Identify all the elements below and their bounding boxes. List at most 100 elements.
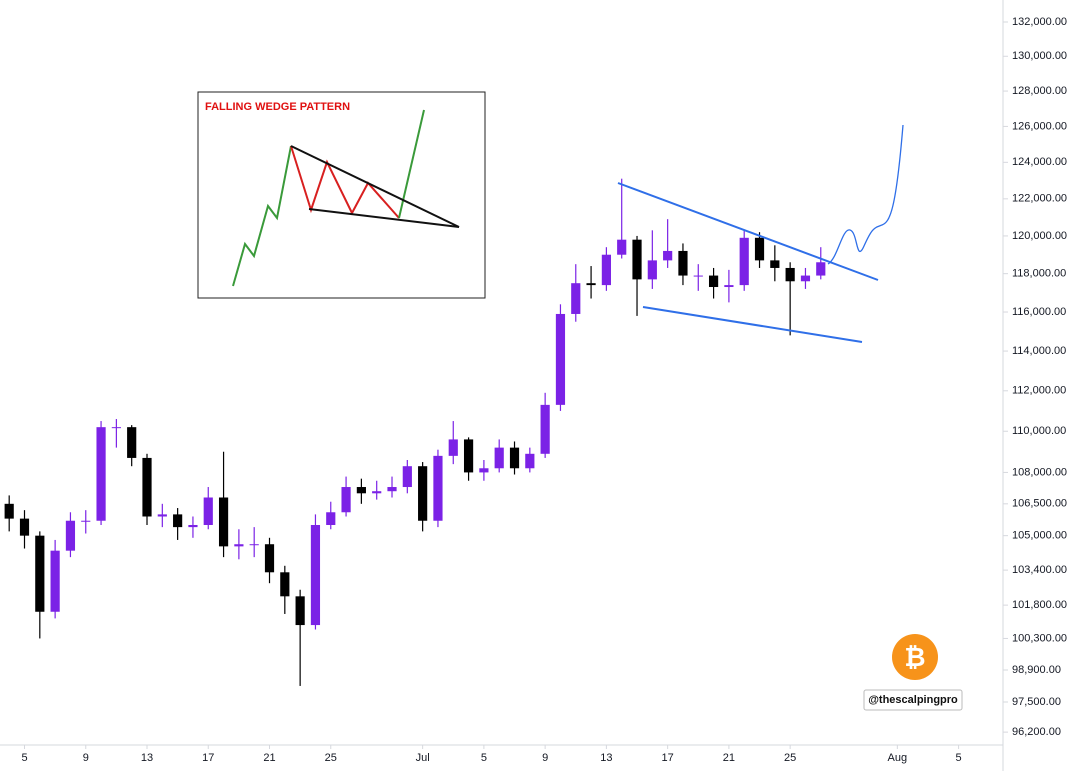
candle-body [724, 285, 734, 288]
candles [4, 178, 826, 686]
candle-body [127, 427, 137, 458]
candle-body [586, 283, 596, 286]
x-tick-label: 17 [202, 752, 214, 764]
y-tick-label: 130,000.00 [1012, 50, 1067, 62]
x-tick-label: 5 [956, 752, 962, 764]
candle-body [433, 455, 443, 521]
y-tick-label: 101,800.00 [1012, 599, 1067, 611]
candle-body [50, 550, 60, 612]
candle-body [509, 447, 520, 469]
x-tick-label: 5 [21, 752, 27, 764]
candle-body [647, 260, 657, 280]
candle-body [555, 313, 566, 405]
bitcoin-badge [892, 634, 938, 680]
watermark-box [863, 689, 963, 711]
x-tick-label: 25 [325, 752, 337, 764]
candle-body [479, 468, 489, 473]
y-tick-label: 120,000.00 [1012, 230, 1067, 242]
inset-box [197, 91, 486, 299]
candle-body [448, 439, 458, 456]
x-tick-label: 21 [263, 752, 275, 764]
inset-uptrend [232, 145, 292, 287]
candle-body [96, 427, 106, 521]
inset-wedge-zigzag [290, 145, 400, 219]
candle-body [81, 520, 91, 522]
candle-body [173, 514, 183, 528]
candle-body [632, 239, 642, 280]
candle-body [326, 512, 336, 525]
y-tick-label: 124,000.00 [1012, 156, 1067, 168]
x-tick-label: 21 [723, 752, 735, 764]
y-tick-label: 132,000.00 [1012, 16, 1067, 28]
candle-body [785, 267, 795, 282]
x-tick-label: Aug [888, 752, 908, 764]
x-tick-label: 13 [600, 752, 612, 764]
candle-body [4, 503, 14, 519]
candle-body [218, 497, 229, 547]
y-tick-label: 98,900.00 [1012, 664, 1061, 676]
candle-body [418, 466, 428, 521]
candle-body [663, 250, 673, 261]
x-tick-label: 25 [784, 752, 796, 764]
candle-body [264, 544, 275, 573]
candle-body [678, 250, 688, 276]
wedge-overlay [617, 124, 904, 343]
candle-body [19, 518, 30, 536]
y-tick-label: 118,000.00 [1012, 268, 1066, 280]
candle-body [35, 535, 45, 612]
x-tick-label: 9 [542, 752, 548, 764]
candle-body [540, 404, 550, 454]
candle-body [494, 447, 504, 469]
wedge-upper-line [617, 182, 879, 281]
candle-body [387, 487, 397, 492]
candle-body [463, 439, 474, 473]
candle-body [402, 466, 412, 488]
y-tick-label: 126,000.00 [1012, 120, 1067, 132]
y-tick-label: 112,000.00 [1012, 385, 1066, 397]
candle-body [739, 237, 749, 286]
candle-body [203, 497, 213, 525]
candle-body [601, 254, 611, 286]
candle-body [310, 524, 321, 626]
candle-body [754, 237, 765, 261]
projection-path [827, 124, 904, 265]
candle-body [111, 427, 121, 429]
y-tick-label: 116,000.00 [1012, 306, 1066, 318]
x-tick-label: 17 [662, 752, 674, 764]
y-tick-label: 110,000.00 [1012, 425, 1066, 437]
candle-body [142, 457, 152, 517]
bitcoin-symbol: ₿ [904, 642, 925, 672]
candle-body [617, 239, 627, 255]
candle-body [693, 275, 703, 277]
candle-body [770, 260, 780, 268]
candle-body [157, 514, 167, 517]
candle-body [525, 453, 535, 469]
candle-body [234, 544, 244, 547]
candle-body [280, 572, 290, 597]
candle-body [356, 487, 366, 494]
y-tick-label: 100,300.00 [1012, 632, 1067, 644]
x-tick-label: 13 [141, 752, 153, 764]
watermark: @thescalpingpro [868, 694, 958, 706]
inset-diagram: FALLING WEDGE PATTERN [197, 91, 486, 299]
y-tick-label: 114,000.00 [1012, 345, 1066, 357]
y-tick-label: 103,400.00 [1012, 564, 1067, 576]
inset-upper-line [290, 145, 460, 228]
candle-body [295, 596, 305, 626]
x-tick-label: Jul [416, 752, 430, 764]
candle-body [816, 262, 826, 276]
inset-title: FALLING WEDGE PATTERN [205, 101, 350, 113]
x-tick-label: 9 [83, 752, 89, 764]
candle-body [800, 275, 811, 282]
candle-body [188, 524, 198, 528]
y-tick-label: 108,000.00 [1012, 466, 1067, 478]
wedge-lower-line [642, 306, 863, 343]
candle-body [341, 487, 351, 513]
candle-body [65, 520, 76, 551]
y-tick-label: 96,200.00 [1012, 726, 1061, 738]
y-tick-label: 106,500.00 [1012, 498, 1067, 510]
candle-body [249, 544, 259, 546]
y-tick-label: 97,500.00 [1012, 696, 1061, 708]
